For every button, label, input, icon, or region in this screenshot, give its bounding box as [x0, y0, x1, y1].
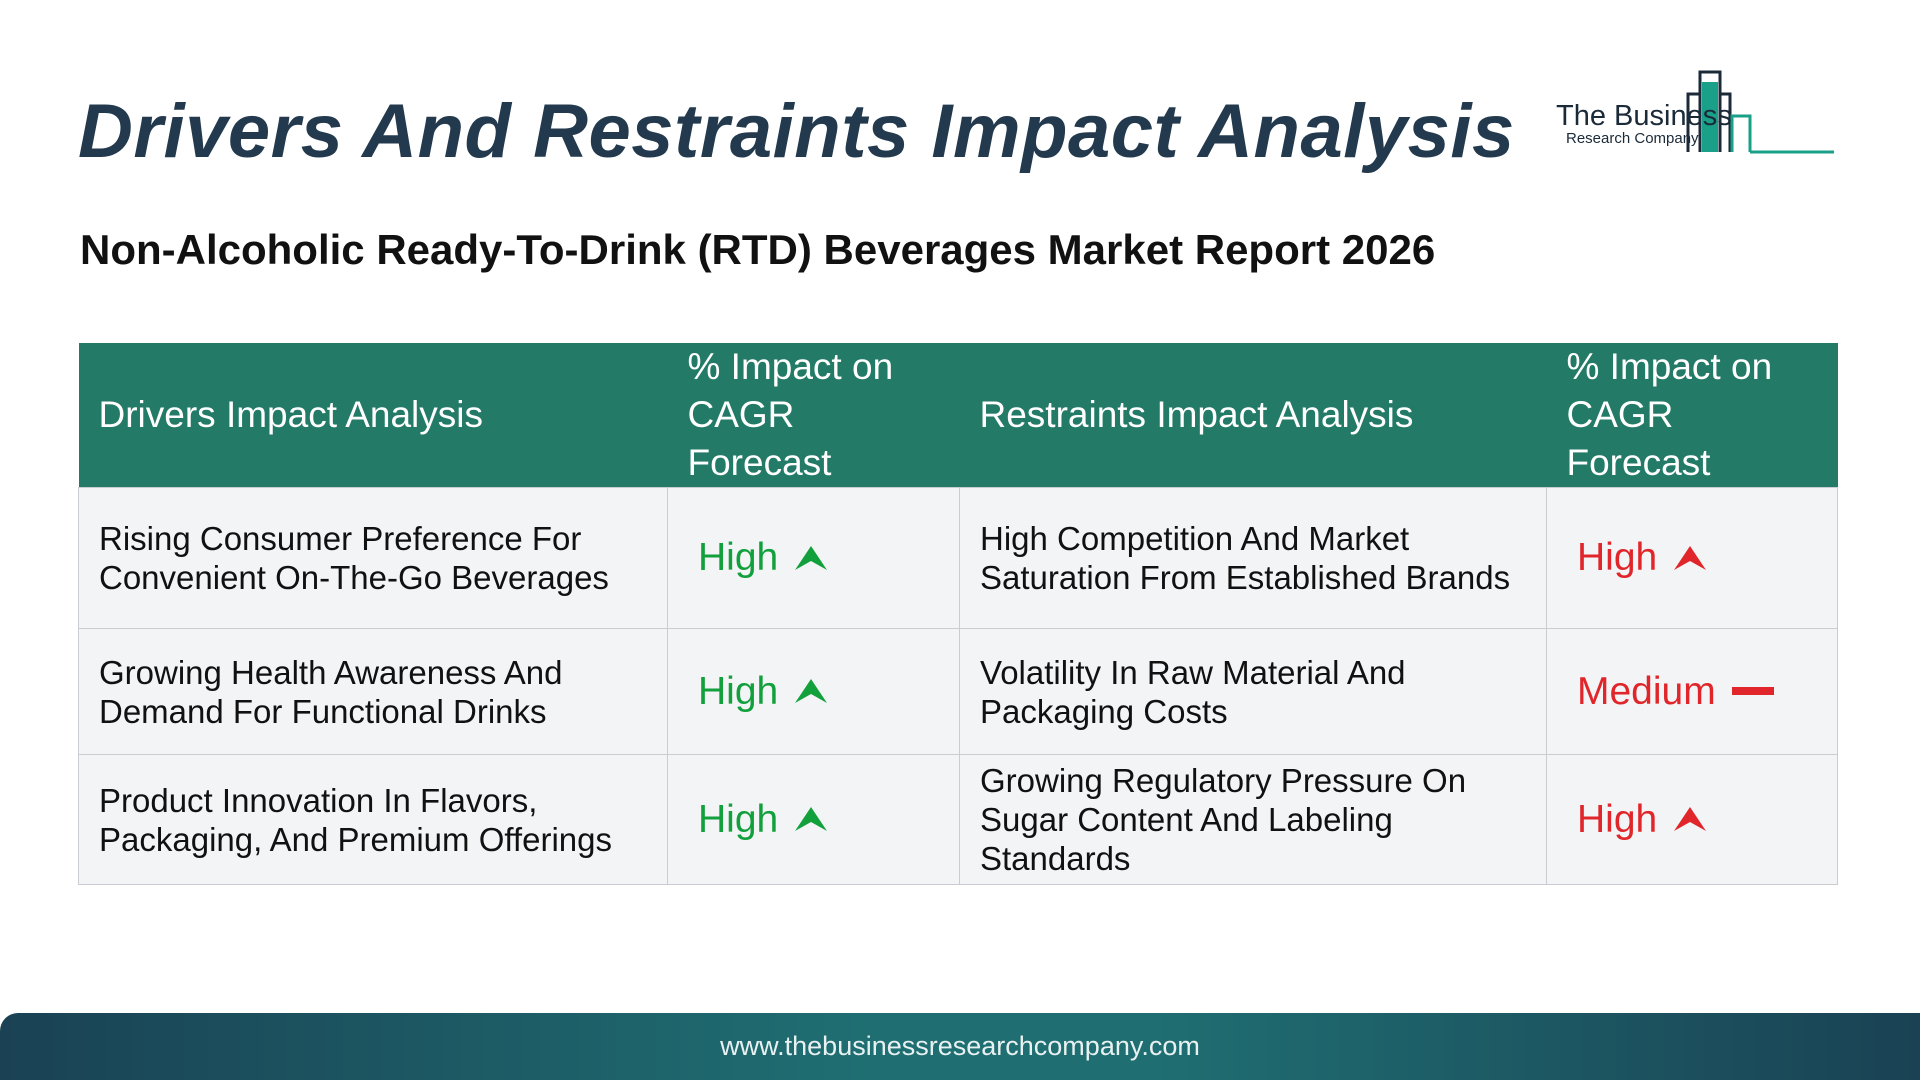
driver-cell: Rising Consumer Preference For Convenien… — [78, 487, 668, 629]
restraint-impact-label: High — [1577, 797, 1658, 841]
footer-bar: www.thebusinessresearchcompany.com — [0, 1013, 1920, 1080]
impact-table: Drivers Impact Analysis % Impact on CAGR… — [78, 343, 1838, 885]
report-subtitle: Non-Alcoholic Ready-To-Drink (RTD) Bever… — [80, 226, 1436, 273]
driver-impact-label: High — [698, 669, 779, 713]
restraint-impact-cell: High — [1546, 487, 1838, 629]
restraint-impact-label: Medium — [1577, 669, 1716, 713]
logo-name: The Business — [1556, 100, 1732, 132]
restraint-cell: High Competition And Market Saturation F… — [959, 487, 1547, 629]
driver-impact-cell: High — [667, 487, 960, 629]
restraint-impact-cell: Medium — [1546, 628, 1838, 755]
table-row: Rising Consumer Preference For Convenien… — [78, 487, 1838, 629]
driver-cell: Product Innovation In Flavors, Packaging… — [78, 754, 668, 885]
column-header-restraint-impact: % Impact on CAGR Forecast — [1546, 343, 1838, 488]
table-row: Product Innovation In Flavors, Packaging… — [78, 754, 1838, 885]
column-header-restraints: Restraints Impact Analysis — [959, 343, 1547, 488]
up-arrow-icon — [1673, 544, 1707, 572]
driver-impact-label: High — [698, 797, 779, 841]
driver-impact-cell: High — [667, 754, 960, 885]
driver-impact-label: High — [698, 536, 779, 579]
company-logo: The Business Research Company — [1552, 64, 1842, 164]
restraint-impact-label: High — [1577, 536, 1658, 579]
footer-website-link[interactable]: www.thebusinessresearchcompany.com — [720, 1031, 1200, 1061]
column-header-driver-impact: % Impact on CAGR Forecast — [667, 343, 960, 488]
up-arrow-icon — [794, 677, 828, 705]
table-row: Growing Health Awareness And Demand For … — [78, 628, 1838, 755]
logo-bars-icon — [1686, 70, 1834, 154]
column-header-drivers: Drivers Impact Analysis — [78, 343, 668, 488]
driver-cell: Growing Health Awareness And Demand For … — [78, 628, 668, 755]
logo-subtitle: Research Company — [1566, 130, 1699, 147]
restraint-cell: Volatility In Raw Material And Packaging… — [959, 628, 1547, 755]
driver-impact-cell: High — [667, 628, 960, 755]
page-title: Drivers And Restraints Impact Analysis — [78, 89, 1515, 174]
restraint-impact-cell: High — [1546, 754, 1838, 885]
up-arrow-icon — [794, 805, 828, 833]
dash-icon — [1731, 685, 1774, 697]
table-header-row: Drivers Impact Analysis % Impact on CAGR… — [78, 343, 1838, 488]
restraint-cell: Growing Regulatory Pressure On Sugar Con… — [959, 754, 1547, 885]
up-arrow-icon — [794, 544, 828, 572]
up-arrow-icon — [1673, 805, 1707, 833]
